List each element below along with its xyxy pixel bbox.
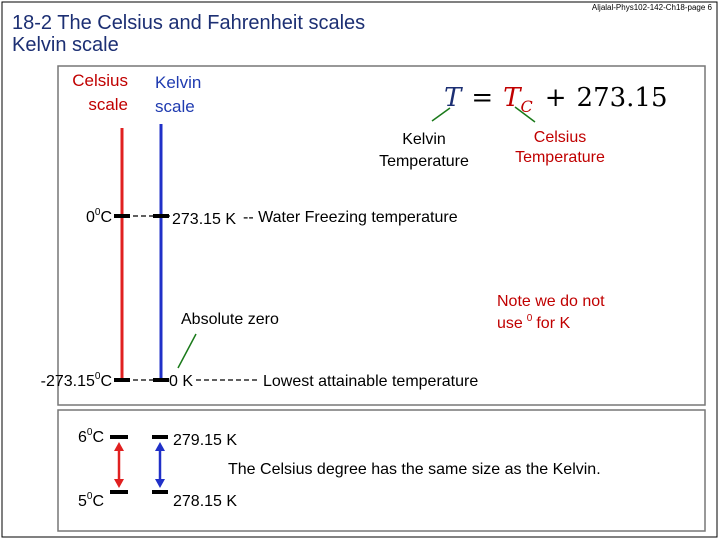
formula-symbol: + — [545, 83, 567, 113]
number: -273.15 — [41, 373, 95, 390]
celsius-value: 60C — [78, 427, 104, 446]
formula: T = TC +273.15 — [444, 83, 668, 116]
arrow-head — [155, 479, 165, 488]
kelvin-label: scale — [155, 97, 195, 116]
annotation: Celsius — [534, 129, 586, 146]
degree: 0 — [87, 427, 93, 438]
annotation: Temperature — [515, 149, 605, 166]
pointer — [431, 107, 451, 122]
pointer — [177, 333, 197, 369]
unit: C — [100, 209, 112, 226]
note: Note we do not — [497, 293, 605, 310]
note: use 0 for K — [497, 313, 570, 332]
formula-constant: 273.15 — [577, 83, 668, 113]
celsius-label: scale — [88, 95, 128, 114]
statement: The Celsius degree has the same size as … — [228, 461, 601, 478]
formula-symbol: = — [471, 83, 493, 113]
annotation: Kelvin — [402, 131, 446, 148]
note-text: for K — [536, 315, 570, 332]
point-label: Lowest attainable temperature — [263, 373, 478, 390]
celsius-label: Celsius — [72, 71, 128, 90]
kelvin-value: 278.15 K — [173, 493, 237, 510]
degree: 0 — [87, 491, 93, 502]
degree: 0 — [95, 371, 101, 382]
note-text: use — [497, 315, 523, 332]
celsius-value: -273.150C — [41, 371, 112, 390]
source: Aljalal-Phys102-142-Ch18-page 6 — [592, 3, 713, 12]
arrow-head — [114, 442, 124, 451]
unit: C — [100, 373, 112, 390]
pointer — [514, 106, 536, 123]
unit: C — [92, 429, 104, 446]
arrow-head — [155, 442, 165, 451]
annotation: Absolute zero — [181, 311, 279, 328]
kelvin-label: Kelvin — [155, 73, 201, 92]
formula-subscript: C — [520, 97, 532, 116]
degree: 0 — [95, 207, 101, 218]
annotation: Temperature — [379, 153, 469, 170]
main-panel — [57, 65, 706, 406]
point-label: -- Water Freezing temperature — [243, 209, 458, 226]
number: 5 — [78, 493, 87, 510]
celsius-value: 00C — [86, 207, 112, 226]
subtitle: Kelvin scale — [12, 34, 119, 56]
number: 6 — [78, 429, 87, 446]
formula-symbol: T — [503, 83, 522, 113]
formula-symbol: T — [444, 83, 463, 113]
unit: C — [92, 493, 104, 510]
kelvin-value: 0 K — [169, 373, 193, 390]
kelvin-value: 279.15 K — [173, 432, 237, 449]
kelvin-value: 273.15 K — [172, 211, 236, 228]
arrow-head — [114, 479, 124, 488]
number: 0 — [86, 209, 95, 226]
celsius-value: 50C — [78, 491, 104, 510]
bottom-panel — [57, 409, 706, 532]
degree: 0 — [527, 313, 533, 324]
title: 18-2 The Celsius and Fahrenheit scales — [12, 12, 365, 34]
